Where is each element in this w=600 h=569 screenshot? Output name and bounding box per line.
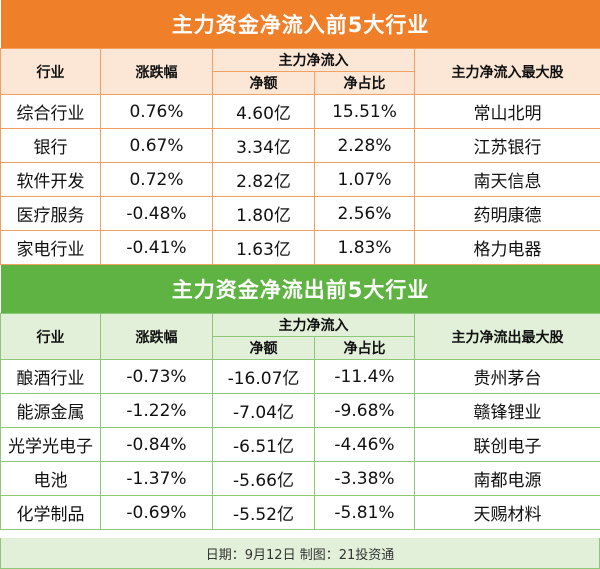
header-top-stock: 主力净流出最大股 bbox=[413, 313, 600, 360]
industry-cell: 化学制品 bbox=[0, 495, 101, 530]
industry-cell: 医疗服务 bbox=[0, 196, 101, 231]
change-cell: -0.69% bbox=[100, 495, 213, 530]
industry-cell: 酿酒行业 bbox=[0, 359, 101, 394]
amount-cell: -6.51亿 bbox=[212, 427, 315, 462]
change-cell: 0.67% bbox=[100, 128, 213, 163]
header-ratio: 净占比 bbox=[314, 71, 415, 95]
change-cell: -1.22% bbox=[100, 393, 213, 428]
top-stock-cell: 格力电器 bbox=[413, 230, 600, 265]
top-stock-cell: 贵州茅台 bbox=[413, 359, 600, 394]
industry-cell: 能源金属 bbox=[0, 393, 101, 428]
industry-cell: 家电行业 bbox=[0, 230, 101, 265]
header-top-stock: 主力净流入最大股 bbox=[413, 48, 600, 95]
table-row: 化学制品 -0.69% -5.52亿 -5.81% 天赐材料 bbox=[0, 495, 600, 530]
header-industry: 行业 bbox=[0, 313, 101, 360]
inflow-rows: 综合行业 0.76% 4.60亿 15.51% 常山北明 银行 0.67% 3.34亿 2.28… bbox=[0, 94, 600, 265]
industry-cell: 电池 bbox=[0, 461, 101, 496]
ratio-cell: 2.28% bbox=[314, 128, 415, 163]
change-cell: 0.72% bbox=[100, 162, 213, 197]
change-cell: 0.76% bbox=[100, 94, 213, 129]
outflow-rows: 酿酒行业 -0.73% -16.07亿 -11.4% 贵州茅台 能源金属 -1.22% -7.… bbox=[0, 359, 600, 530]
ratio-cell: -9.68% bbox=[314, 393, 415, 428]
table-row: 软件开发 0.72% 2.82亿 1.07% 南天信息 bbox=[0, 162, 600, 197]
inflow-table: 主力资金净流入前5大行业 行业 涨跌幅 主力净流入 主力净流入最大股 净额 净占… bbox=[0, 0, 600, 265]
footer-credit: 日期：9月12日 制图：21投资通 bbox=[0, 538, 600, 569]
amount-cell: 4.60亿 bbox=[212, 94, 315, 129]
header-ratio: 净占比 bbox=[314, 336, 415, 360]
industry-cell: 软件开发 bbox=[0, 162, 101, 197]
header-change: 涨跌幅 bbox=[100, 48, 213, 95]
top-stock-cell: 南都电源 bbox=[413, 461, 600, 496]
ratio-cell: 2.56% bbox=[314, 196, 415, 231]
ratio-cell: -11.4% bbox=[314, 359, 415, 394]
amount-cell: -5.52亿 bbox=[212, 495, 315, 530]
change-cell: -0.48% bbox=[100, 196, 213, 231]
inflow-title: 主力资金净流入前5大行业 bbox=[0, 0, 600, 49]
table-row: 电池 -1.37% -5.66亿 -3.38% 南都电源 bbox=[0, 461, 600, 496]
change-cell: -0.73% bbox=[100, 359, 213, 394]
outflow-table: 主力资金净流出前5大行业 行业 涨跌幅 主力净流入 主力净流出最大股 净额 净占… bbox=[0, 265, 600, 530]
table-row: 综合行业 0.76% 4.60亿 15.51% 常山北明 bbox=[0, 94, 600, 129]
top-stock-cell: 赣锋锂业 bbox=[413, 393, 600, 428]
change-cell: -1.37% bbox=[100, 461, 213, 496]
header-main-net: 主力净流入 bbox=[212, 313, 415, 337]
top-stock-cell: 江苏银行 bbox=[413, 128, 600, 163]
outflow-title: 主力资金净流出前5大行业 bbox=[0, 265, 600, 314]
top-stock-cell: 天赐材料 bbox=[413, 495, 600, 530]
change-cell: -0.84% bbox=[100, 427, 213, 462]
table-row: 医疗服务 -0.48% 1.80亿 2.56% 药明康德 bbox=[0, 196, 600, 231]
top-stock-cell: 联创电子 bbox=[413, 427, 600, 462]
change-cell: -0.41% bbox=[100, 230, 213, 265]
industry-cell: 光学光电子 bbox=[0, 427, 101, 462]
table-row: 银行 0.67% 3.34亿 2.28% 江苏银行 bbox=[0, 128, 600, 163]
table-row: 光学光电子 -0.84% -6.51亿 -4.46% 联创电子 bbox=[0, 427, 600, 462]
amount-cell: 1.80亿 bbox=[212, 196, 315, 231]
header-amount: 净额 bbox=[212, 336, 315, 360]
ratio-cell: -5.81% bbox=[314, 495, 415, 530]
table-row: 能源金属 -1.22% -7.04亿 -9.68% 赣锋锂业 bbox=[0, 393, 600, 428]
top-stock-cell: 药明康德 bbox=[413, 196, 600, 231]
top-stock-cell: 常山北明 bbox=[413, 94, 600, 129]
amount-cell: 2.82亿 bbox=[212, 162, 315, 197]
ratio-cell: 1.83% bbox=[314, 230, 415, 265]
header-change: 涨跌幅 bbox=[100, 313, 213, 360]
industry-cell: 银行 bbox=[0, 128, 101, 163]
amount-cell: -7.04亿 bbox=[212, 393, 315, 428]
header-industry: 行业 bbox=[0, 48, 101, 95]
amount-cell: -16.07亿 bbox=[212, 359, 315, 394]
header-amount: 净额 bbox=[212, 71, 315, 95]
amount-cell: 1.63亿 bbox=[212, 230, 315, 265]
amount-cell: 3.34亿 bbox=[212, 128, 315, 163]
ratio-cell: -3.38% bbox=[314, 461, 415, 496]
amount-cell: -5.66亿 bbox=[212, 461, 315, 496]
ratio-cell: 15.51% bbox=[314, 94, 415, 129]
ratio-cell: -4.46% bbox=[314, 427, 415, 462]
table-row: 家电行业 -0.41% 1.63亿 1.83% 格力电器 bbox=[0, 230, 600, 265]
top-stock-cell: 南天信息 bbox=[413, 162, 600, 197]
ratio-cell: 1.07% bbox=[314, 162, 415, 197]
industry-cell: 综合行业 bbox=[0, 94, 101, 129]
table-row: 酿酒行业 -0.73% -16.07亿 -11.4% 贵州茅台 bbox=[0, 359, 600, 394]
header-main-net: 主力净流入 bbox=[212, 48, 415, 72]
